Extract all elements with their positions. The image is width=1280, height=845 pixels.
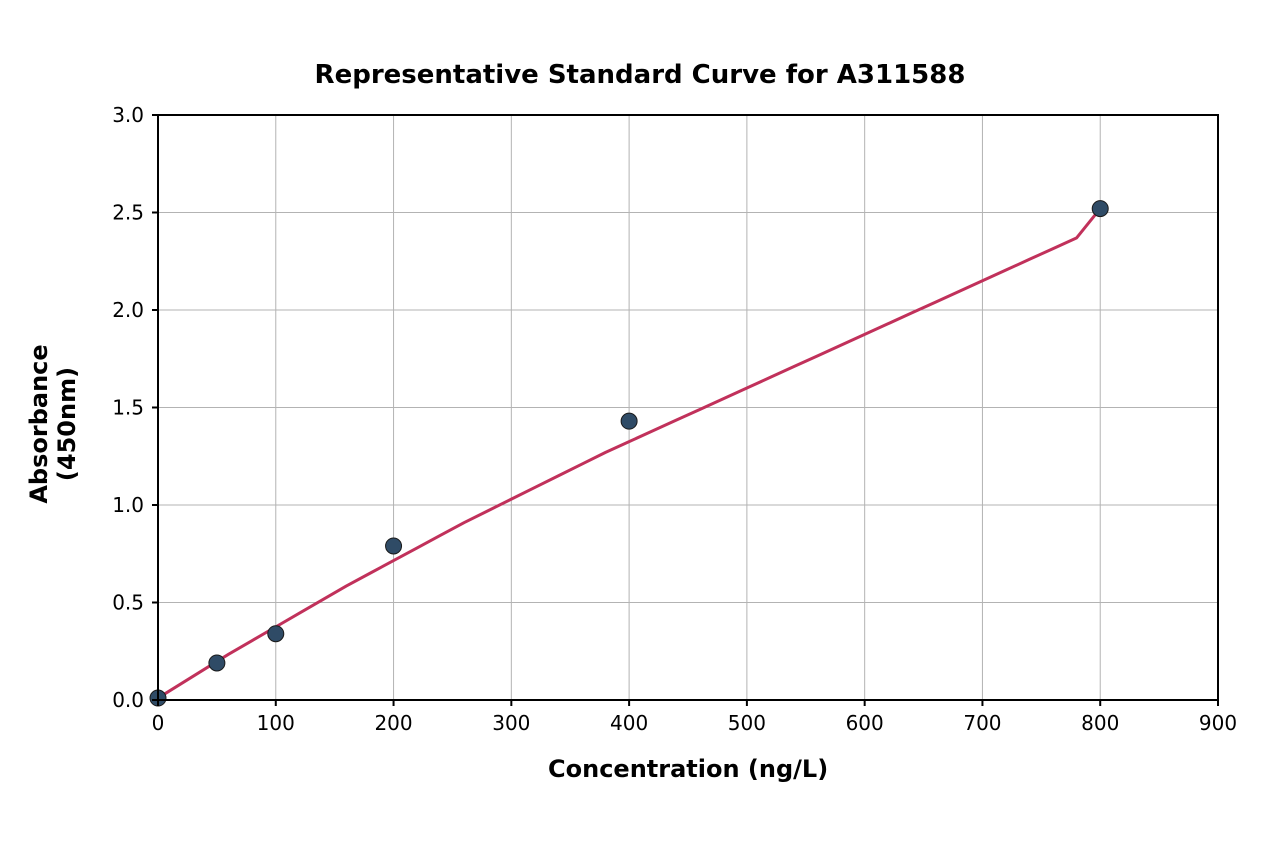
data-point: [268, 626, 284, 642]
x-tick-label: 400: [610, 711, 648, 735]
x-tick-label: 800: [1081, 711, 1119, 735]
y-tick-label: 3.0: [112, 103, 144, 127]
data-point: [621, 413, 637, 429]
data-point: [386, 538, 402, 554]
y-tick-label: 0.5: [112, 591, 144, 615]
x-tick-label: 500: [728, 711, 766, 735]
chart-root: Representative Standard Curve for A31158…: [0, 0, 1280, 845]
x-tick-label: 200: [374, 711, 412, 735]
x-tick-label: 300: [492, 711, 530, 735]
x-tick-label: 0: [152, 711, 165, 735]
y-tick-label: 2.5: [112, 201, 144, 225]
y-tick-label: 1.5: [112, 396, 144, 420]
x-tick-label: 600: [846, 711, 884, 735]
chart-svg: 0 100 200 300 400 500 600 700 800 900 0.0 0.5 1.0 1.5…: [0, 0, 1280, 845]
data-point: [209, 655, 225, 671]
y-tick-label: 1.0: [112, 493, 144, 517]
y-tick-label: 0.0: [112, 688, 144, 712]
data-point: [1092, 201, 1108, 217]
x-tick-label: 100: [257, 711, 295, 735]
x-tick-label: 900: [1199, 711, 1237, 735]
y-tick-label: 2.0: [112, 298, 144, 322]
x-tick-label: 700: [963, 711, 1001, 735]
